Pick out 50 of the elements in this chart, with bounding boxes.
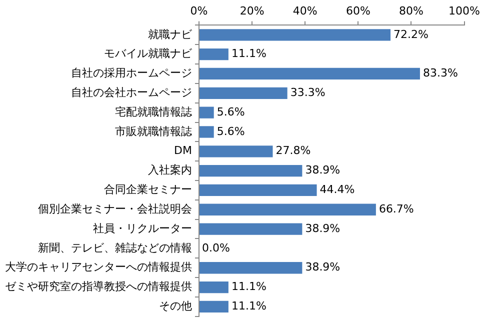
x-tick-label: 20% (240, 4, 264, 18)
bar (200, 146, 273, 158)
y-tick-label: 自社の採用ホームページ (71, 66, 192, 80)
y-tick-label: 個別企業セミナー・会社説明会 (38, 202, 192, 216)
bar (200, 164, 302, 177)
bar (200, 262, 302, 274)
data-label: 66.7% (378, 202, 414, 216)
bar (200, 106, 214, 118)
data-label: 11.1% (231, 280, 266, 294)
x-tick-label: 40% (292, 4, 318, 18)
x-tick-label: 100% (448, 4, 480, 18)
data-label: 83.3% (422, 66, 458, 80)
data-label: 72.2% (394, 28, 428, 41)
y-tick-label: 市販就職情報誌 (115, 124, 192, 138)
data-label: 5.6% (216, 124, 245, 138)
y-tick-label: 宅配就職情報誌 (115, 105, 192, 118)
y-tick-label: ゼミや研究室の指導教授への情報提供 (5, 280, 192, 294)
bar (200, 300, 228, 313)
data-label: 11.1% (231, 47, 266, 60)
y-tick-label: モバイル就職ナビ (104, 47, 193, 60)
bar (200, 126, 214, 138)
bar (200, 68, 420, 80)
data-label: 38.9% (305, 222, 340, 235)
y-tick-label: 新聞、テレビ、雑誌などの情報 (38, 241, 192, 254)
y-tick-label: DM (174, 144, 192, 158)
y-tick-label: 入社案内 (148, 164, 192, 177)
data-label: 0.0% (202, 241, 230, 254)
data-label: 38.9% (305, 260, 340, 274)
data-label: 27.8% (276, 144, 311, 158)
data-label: 5.6% (216, 105, 245, 118)
data-label: 44.4% (320, 183, 355, 196)
bar (200, 223, 302, 235)
y-tick-label: 大学のキャリアセンターへの情報提供 (5, 260, 192, 274)
x-tick-label: 0% (190, 4, 208, 18)
y-tick-label: その他 (159, 300, 192, 313)
bar (200, 204, 376, 216)
y-tick-label: 就職ナビ (148, 28, 193, 41)
bar (200, 29, 391, 41)
data-label: 38.9% (305, 164, 340, 177)
y-tick-label: 社員・リクルーター (93, 222, 192, 235)
y-tick-label: 合同企業セミナー (104, 183, 192, 196)
x-tick-label: 80% (398, 4, 424, 18)
x-tick-label: 60% (346, 4, 370, 18)
bar (200, 48, 228, 60)
data-label: 33.3% (290, 86, 326, 100)
bar (200, 87, 288, 99)
bar (200, 184, 317, 196)
data-label: 11.1% (231, 300, 266, 313)
y-tick-label: 自社の会社ホームページ (71, 86, 192, 100)
bar (200, 281, 228, 294)
